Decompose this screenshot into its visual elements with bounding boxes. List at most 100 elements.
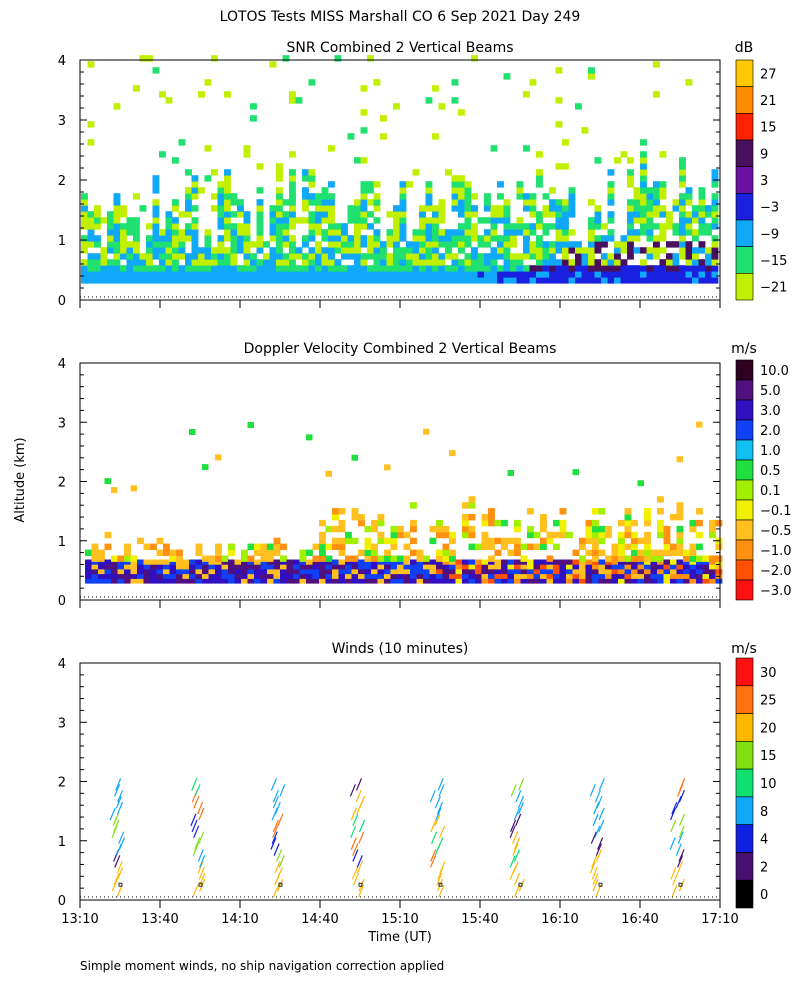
snr-cell [360,181,368,188]
snr-cell [640,169,647,176]
doppler-cell [403,578,411,584]
snr-cell [321,235,329,242]
snr-cell [711,265,719,272]
snr-cell [594,271,602,278]
doppler-cell [351,508,359,515]
wind-barb [194,837,201,850]
snr-cell [321,211,329,218]
doppler-cell [520,555,528,562]
snr-cell [341,271,348,278]
snr-cell [341,277,348,284]
snr-cell [594,247,602,254]
snr-cell [165,259,173,266]
snr-cell [464,265,472,272]
snr-cell [354,205,361,212]
doppler-cell [540,573,547,579]
doppler-cell [429,568,437,575]
snr-cell [224,199,231,206]
wind-barb [438,884,445,898]
snr-cell [653,91,660,98]
snr-cell [555,199,563,206]
snr-cell [516,277,524,284]
doppler-cell [546,568,554,575]
doppler-cell [299,564,307,570]
snr-cell [464,205,472,212]
doppler-cell [143,578,151,584]
snr-cell [159,253,166,260]
snr-cell [87,265,95,272]
colorbar-label: 10.0 [760,364,789,379]
snr-cell [269,205,277,212]
snr-cell [575,241,582,248]
wind-barb [515,813,522,827]
colorbar-label: 30 [760,666,777,681]
doppler-cell [130,485,137,492]
snr-cell [406,277,413,284]
snr-cell [464,193,472,200]
doppler-cell [546,555,554,562]
doppler-cell [481,519,489,527]
snr-cell [516,229,524,236]
snr-cell [529,277,537,284]
doppler-cell [195,559,203,565]
snr-cell [659,271,667,278]
doppler-cell [631,578,638,584]
snr-cell [295,253,303,260]
colorbar-label: 1.0 [760,444,781,459]
snr-cell [315,277,322,284]
snr-cell [646,265,654,272]
doppler-cell [286,559,294,565]
snr-cell [198,265,205,272]
snr-cell [646,229,654,236]
y-tick-label: 0 [58,894,66,909]
snr-cell [139,277,147,284]
snr-cell [191,187,199,194]
colorbar-label: −15 [760,254,787,269]
doppler-cell [137,578,144,584]
doppler-cell [358,564,365,570]
snr-cell [523,241,530,248]
snr-cell [152,211,160,218]
doppler-cell [85,568,92,575]
doppler-cell [215,573,222,579]
doppler-cell [416,564,424,570]
snr-cell [627,229,634,236]
snr-cell [471,247,478,254]
snr-cell [497,193,504,200]
snr-cell [321,229,329,236]
doppler-cell [156,568,164,575]
snr-cell [113,205,121,212]
doppler-cell [182,568,190,575]
wind-barb [675,795,682,809]
doppler-cell [137,564,144,570]
snr-cell [672,199,680,206]
snr-cell [178,139,186,146]
snr-cell [679,181,686,188]
doppler-cell [624,578,632,584]
snr-cell [549,253,556,260]
snr-cell [185,193,192,200]
doppler-cell [228,568,235,575]
snr-cell [458,205,465,212]
snr-cell [562,217,569,224]
snr-cell [302,277,309,284]
doppler-cell [689,564,697,570]
doppler-cell [514,573,521,579]
snr-cell [458,235,465,242]
snr-cell [204,145,212,152]
snr-cell [516,259,524,266]
wind-barb [437,778,444,791]
snr-cell [224,223,231,230]
doppler-cell [442,559,450,565]
snr-cell [536,271,543,278]
colorbar-swatch [735,768,754,798]
doppler-cell [598,578,606,584]
snr-cell [315,259,322,266]
doppler-cell [234,559,242,565]
doppler-cell [644,537,651,545]
snr-cell [555,277,563,284]
doppler-cell [520,543,528,550]
doppler-cell [507,578,515,584]
snr-cell [256,265,264,272]
